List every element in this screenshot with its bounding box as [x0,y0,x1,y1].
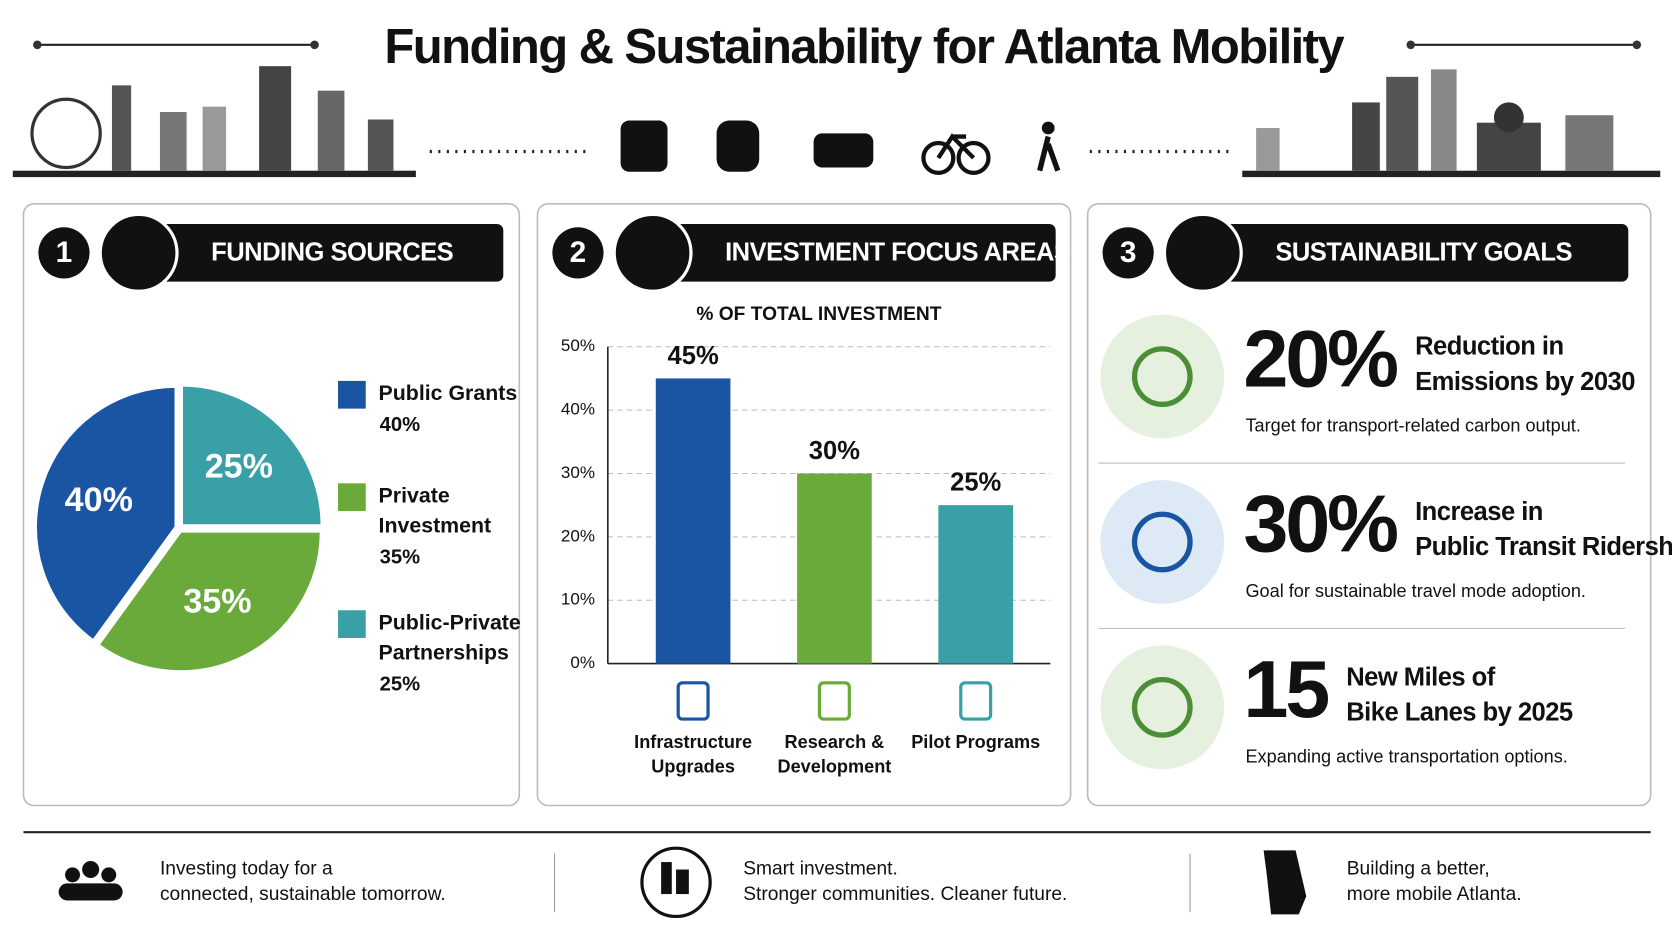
number-badge [38,227,90,279]
goal-icon [1100,645,1225,770]
bar-label: 45% [668,342,719,370]
panel-icon [98,212,179,293]
slice-label: 35% [183,582,251,620]
panel-number: 1 [56,236,73,269]
goal-headline: Increase in [1415,498,1543,526]
pie-slice [33,384,178,644]
legend-label-box: Public Grants [378,381,518,406]
goal-description: Target for transport-related carbon outp… [1245,416,1580,436]
slice-label: 40% [65,481,133,519]
goal-headline: Reduction in [1415,333,1563,361]
bar [655,378,731,664]
bar [938,505,1014,664]
panel-icon [1162,212,1243,293]
panel-title: SUSTAINABILITY GOALS [1275,239,1572,267]
legend-value: 40% [380,414,421,436]
goal-description: Goal for sustainable travel mode adoptio… [1245,581,1585,601]
panel-header-bar [140,224,504,282]
footer-dividers [553,853,1191,913]
pie-slice [179,383,324,528]
y-tick-label: 0% [570,653,595,672]
panel-title: FUNDING SOURCES [211,239,454,267]
panel-title: INVESTMENT FOCUS AREAS [725,239,1071,267]
category-icon [676,681,710,721]
y-tick-label: 40% [561,400,595,419]
footer-text: connected, sustainable tomorrow. [160,884,446,905]
legend-swatch [338,610,366,639]
y-tick-label: 10% [561,590,595,609]
footer-text: Smart investment. [743,859,898,880]
goal-figure: 15 [1243,645,1328,735]
goal-headline: New Miles of [1346,663,1495,691]
goal-figure: 20% [1243,314,1397,404]
footer-text: Investing today for a [160,859,333,880]
legend-label-box: Private Investment [378,484,492,538]
bar [797,473,872,664]
panel-number: 2 [570,236,587,269]
x-tick-label: Pilot Programs [911,731,1041,753]
y-tick-label: 20% [561,526,595,545]
decoration [12,40,1661,178]
category-icon [959,681,993,721]
panel-header-bar [1204,224,1629,282]
goal-icon [1100,314,1225,439]
y-tick-label: 50% [561,336,595,355]
legend-swatch [338,380,366,409]
panel-icon [612,212,693,293]
x-tick-label-box: Research & Development [777,731,892,777]
goal-description: Expanding active transportation options. [1245,746,1567,766]
footer-icons [58,846,1307,919]
goal-headline: Emissions by 2030 [1415,368,1635,396]
legend-value: 25% [380,673,421,695]
bar-label: 25% [950,469,1001,497]
slice-label: 25% [205,447,273,485]
legend-label: Public Grants [378,381,518,406]
goal-icon [1100,480,1225,604]
chart-title: % OF TOTAL INVESTMENT [696,304,941,325]
goal-icon-glyph [1131,346,1193,408]
number-badge [552,227,604,279]
title: Funding & Sustainability for Atlanta Mob… [384,20,1345,74]
goal-headline: Public Transit Ridership [1415,533,1672,561]
y-tick-label: 30% [561,463,595,482]
legend-value: 35% [380,546,421,568]
goal-headline: Bike Lanes by 2025 [1346,699,1573,727]
x-tick-label: Research & Development [777,731,892,777]
x-tick-label: Infrastructure Upgrades [634,731,753,777]
panels [22,202,1652,807]
x-tick-label-box: Infrastructure Upgrades [634,731,753,777]
panel-number: 3 [1120,236,1137,269]
goal-figure: 30% [1243,480,1397,570]
legend-label: Private Investment [378,484,492,538]
legend-label: Public-Private Partnerships [378,611,521,665]
legend-swatch [338,483,366,512]
footer-text: Building a better, [1347,859,1490,880]
panel-header-bar [654,224,1056,282]
goal-icon-glyph [1131,676,1193,738]
footer-text: more mobile Atlanta. [1347,884,1522,905]
bar-label: 30% [809,437,860,465]
x-tick-label-box: Pilot Programs [911,731,1041,753]
goal-icon-glyph [1131,511,1193,573]
number-badge [1102,227,1154,279]
pie-slice [95,529,323,674]
legend-label-box: Public-Private Partnerships [378,611,521,665]
footer-text: Stronger communities. Cleaner future. [743,884,1067,905]
category-icon [817,681,851,721]
